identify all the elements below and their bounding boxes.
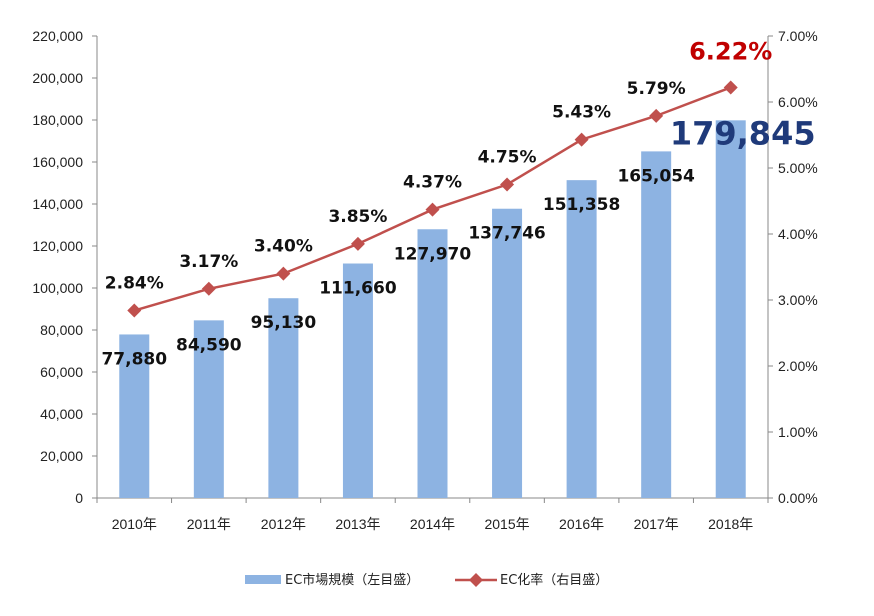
bar-value-label: 127,970 (394, 244, 472, 264)
right-tick-label: 5.00% (778, 160, 818, 176)
bar (417, 229, 448, 498)
bar-value-label: 84,590 (176, 335, 242, 355)
right-tick-label: 2.00% (778, 358, 818, 374)
legend-line-label: EC化率（右目盛） (500, 572, 608, 588)
bar (268, 298, 299, 498)
rate-value-label: 5.43% (552, 103, 611, 123)
bar (342, 263, 373, 498)
bar (715, 120, 746, 498)
right-tick-label: 1.00% (778, 424, 818, 440)
bar-value-label: 137,746 (468, 224, 545, 244)
x-tick-label: 2017年 (634, 516, 679, 532)
rate-marker (127, 303, 142, 318)
rate-value-label: 3.40% (254, 237, 313, 257)
rate-value-label: 6.22% (689, 37, 772, 65)
bar-value-label: 111,660 (319, 279, 397, 299)
bar-value-label: 179,845 (670, 114, 816, 152)
x-tick-label: 2013年 (335, 516, 380, 532)
bar (566, 180, 597, 498)
x-tick-label: 2018年 (708, 516, 753, 532)
bar-series (119, 120, 746, 498)
x-tick-label: 2010年 (112, 516, 157, 532)
left-tick-label: 40,000 (40, 406, 83, 422)
rate-marker (276, 266, 291, 281)
rate-marker (500, 177, 515, 192)
x-tick-label: 2011年 (187, 516, 231, 532)
bar (193, 320, 224, 498)
left-tick-label: 220,000 (32, 28, 83, 44)
left-tick-label: 100,000 (32, 280, 83, 296)
legend-bar-swatch (245, 575, 281, 584)
rate-marker (574, 132, 589, 147)
left-tick-label: 0 (75, 490, 83, 506)
rate-value-label: 4.75% (478, 148, 537, 168)
x-tick-label: 2015年 (484, 516, 529, 532)
rate-value-label: 3.17% (179, 252, 238, 272)
rate-value-label: 4.37% (403, 173, 462, 193)
left-tick-label: 200,000 (32, 70, 83, 86)
bar-value-label: 77,880 (101, 349, 167, 369)
legend: EC市場規模（左目盛） EC化率（右目盛） (245, 572, 608, 588)
x-tick-label: 2016年 (559, 516, 604, 532)
left-tick-label: 180,000 (32, 112, 83, 128)
left-tick-label: 80,000 (40, 322, 83, 338)
rate-marker (350, 236, 365, 251)
left-tick-label: 120,000 (32, 238, 83, 254)
bar-value-label: 165,054 (617, 166, 695, 186)
rate-value-label: 2.84% (105, 274, 164, 294)
right-tick-label: 3.00% (778, 292, 818, 308)
rate-marker (425, 202, 440, 217)
right-tick-label: 4.00% (778, 226, 818, 242)
x-tick-label: 2014年 (410, 516, 455, 532)
left-tick-label: 160,000 (32, 154, 83, 170)
bar (119, 334, 150, 498)
rate-marker (649, 108, 664, 123)
left-tick-label: 60,000 (40, 364, 83, 380)
axes: 0 20,000 40,000 60,000 80,000 100,000 120,000 1… (32, 28, 817, 532)
rate-marker (723, 80, 738, 95)
left-tick-label: 140,000 (32, 196, 83, 212)
rate-value-label: 3.85% (328, 207, 387, 227)
bar-value-label: 95,130 (251, 313, 317, 333)
line-series (127, 80, 738, 318)
x-tick-label: 2012年 (261, 516, 306, 532)
left-tick-label: 20,000 (40, 448, 83, 464)
bar-value-label: 151,358 (543, 195, 620, 215)
legend-diamond-marker (469, 573, 483, 587)
legend-bar-label: EC市場規模（左目盛） (285, 572, 419, 588)
rate-marker (201, 281, 216, 296)
rate-value-label: 5.79% (627, 79, 686, 99)
right-tick-label: 7.00% (778, 28, 818, 44)
bar (641, 151, 672, 498)
right-tick-label: 0.00% (778, 490, 818, 506)
right-tick-label: 6.00% (778, 94, 818, 110)
bar (492, 208, 523, 498)
